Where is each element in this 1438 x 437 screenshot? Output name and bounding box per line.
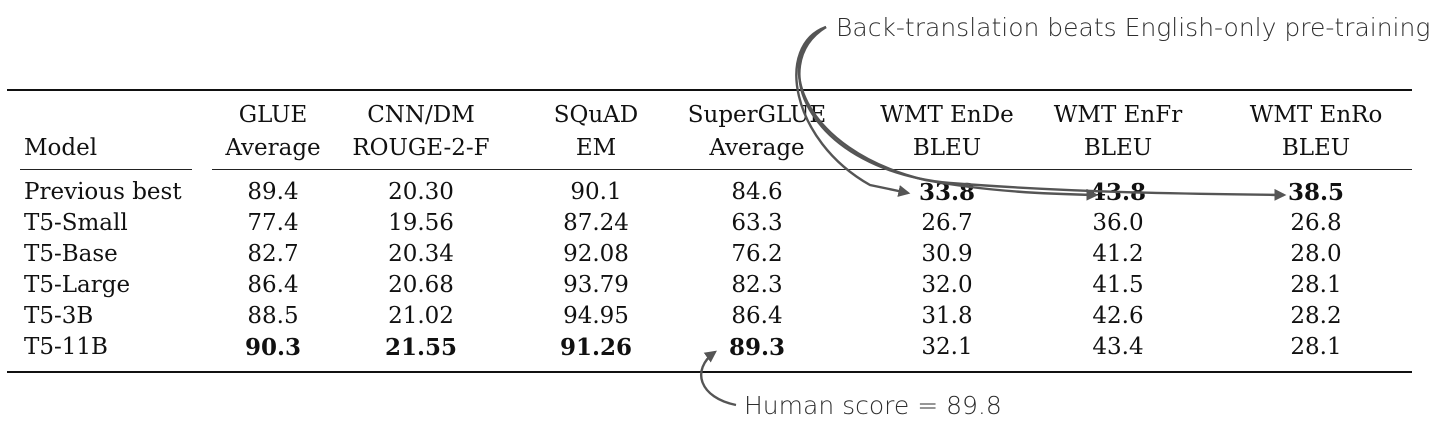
table-cell: 21.02 (388, 303, 454, 329)
column-header-line1: CNN/DM (367, 102, 475, 128)
column-header-line2: ROUGE-2-F (352, 135, 490, 161)
table-cell: 63.3 (731, 210, 783, 236)
table-cell: 28.0 (1290, 241, 1342, 267)
table-cell: 36.0 (1092, 210, 1144, 236)
row-model-name: T5-Base (24, 241, 118, 267)
row-model-name: Previous best (24, 179, 182, 205)
table-cell: 26.7 (921, 210, 973, 236)
arrow-to-superglue-t5-11b (700, 350, 737, 407)
table-cell: 42.6 (1092, 303, 1144, 329)
column-header-line1: WMT EnDe (880, 102, 1014, 128)
annotation-back-translation: Back-translation beats English-only pre-… (836, 13, 1431, 42)
column-header-line2: BLEU (1083, 135, 1153, 161)
arrow-to-wmt-enro (798, 25, 1287, 201)
table-cell: 20.68 (388, 272, 454, 298)
table-cell: 88.5 (247, 303, 299, 329)
column-header-line2: Average (225, 135, 321, 161)
table-cell: 87.24 (563, 210, 629, 236)
table-bottom-rule (7, 371, 1412, 373)
table-cell: 94.95 (563, 303, 629, 329)
column-header-line2: Average (709, 135, 805, 161)
table-cell: 41.5 (1092, 272, 1144, 298)
table-cell: 28.1 (1290, 272, 1342, 298)
table-cell: 30.9 (921, 241, 973, 267)
table-cell: 76.2 (731, 241, 783, 267)
column-header-line1: GLUE (238, 102, 308, 128)
table-cell: 32.0 (921, 272, 973, 298)
column-header-line1: SQuAD (553, 102, 639, 128)
table-cell: 82.7 (247, 241, 299, 267)
column-header-line2: BLEU (912, 135, 982, 161)
column-header-line2: BLEU (1281, 135, 1351, 161)
table-cell: 20.34 (388, 241, 454, 267)
table-cell: 82.3 (731, 272, 783, 298)
row-model-name: T5-11B (24, 334, 108, 360)
table-cell: 20.30 (388, 179, 454, 205)
table-cell: 93.79 (563, 272, 629, 298)
table-header-rule-metrics (212, 169, 1412, 170)
column-header-line1: WMT EnRo (1249, 102, 1383, 128)
column-header-line2: EM (575, 135, 617, 161)
arrow-to-wmt-enfr (797, 25, 1099, 201)
table-cell: 21.55 (384, 334, 458, 361)
table-cell: 43.4 (1092, 334, 1144, 360)
table-cell: 86.4 (247, 272, 299, 298)
column-header-line1: SuperGLUE (687, 102, 827, 128)
table-cell: 28.2 (1290, 303, 1342, 329)
table-cell: 26.8 (1290, 210, 1342, 236)
table-cell: 89.4 (247, 179, 299, 205)
table-cell: 32.1 (921, 334, 973, 360)
table-cell: 28.1 (1290, 334, 1342, 360)
table-cell: 41.2 (1092, 241, 1144, 267)
arrow-to-wmt-ende (795, 25, 911, 197)
row-model-name: T5-Large (24, 272, 131, 298)
table-cell: 86.4 (731, 303, 783, 329)
table-cell: 38.5 (1287, 179, 1345, 206)
table-cell: 19.56 (388, 210, 454, 236)
table-cell: 92.08 (563, 241, 629, 267)
table-cell: 84.6 (731, 179, 783, 205)
annotation-human-score: Human score = 89.8 (744, 391, 1002, 420)
row-model-name: T5-Small (24, 210, 128, 236)
row-model-name: T5-3B (24, 303, 94, 329)
table-cell: 90.3 (244, 334, 302, 361)
table-top-rule (7, 89, 1412, 91)
table-cell: 89.3 (728, 334, 786, 361)
table-cell: 31.8 (921, 303, 973, 329)
table-cell: 91.26 (559, 334, 633, 361)
table-cell: 90.1 (570, 179, 622, 205)
column-header-line1: WMT EnFr (1053, 102, 1183, 128)
table-cell: 77.4 (247, 210, 299, 236)
model-column-header: Model (24, 135, 98, 161)
table-header-rule-model (20, 169, 192, 170)
